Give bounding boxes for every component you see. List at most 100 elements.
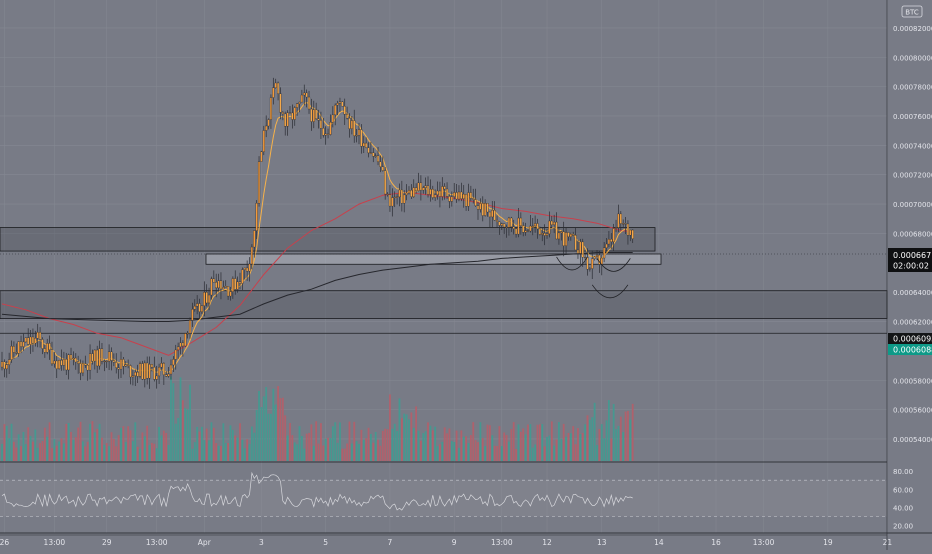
volume-bar <box>400 418 403 461</box>
volume-bar <box>58 441 61 461</box>
candle-body <box>41 339 44 349</box>
candle-body <box>67 354 70 371</box>
volume-bar <box>32 441 34 461</box>
volume-bar <box>186 409 189 461</box>
volume-bar <box>5 425 8 461</box>
candle-body <box>598 254 601 265</box>
candle-body <box>277 82 280 94</box>
volume-bar <box>281 397 284 461</box>
volume-bar <box>386 429 389 461</box>
candle-body <box>426 185 430 195</box>
volume-bar <box>377 439 379 461</box>
candle-body <box>438 190 441 197</box>
price-zone[interactable] <box>0 227 656 252</box>
candle-body <box>326 133 330 135</box>
candle-body <box>117 367 120 370</box>
candle-body <box>262 130 265 152</box>
volume-bar <box>631 403 634 461</box>
volume-bar <box>441 441 444 461</box>
candle-body <box>569 234 572 237</box>
volume-bar <box>484 446 487 461</box>
candle-body <box>122 359 125 367</box>
candle-body <box>34 338 37 344</box>
candle-body <box>336 103 339 106</box>
candlesticks <box>0 77 634 389</box>
candle-body <box>369 152 372 154</box>
volume-bar <box>208 440 210 461</box>
volume-bar <box>155 448 158 461</box>
candle-body <box>312 109 315 122</box>
candle-body <box>474 199 477 206</box>
volume-bar <box>60 438 63 461</box>
candle-body <box>419 182 422 191</box>
volume-bar <box>341 448 344 461</box>
candle-body <box>500 223 503 226</box>
candle-body <box>538 228 541 235</box>
time-tick-label: Apr <box>198 538 212 547</box>
candle-body <box>564 232 568 246</box>
candle-body <box>124 364 127 367</box>
time-tick-label: 12 <box>542 538 552 547</box>
volume-bar <box>224 442 227 461</box>
candle-body <box>391 197 394 207</box>
volume-bar <box>3 424 6 461</box>
pattern-arc <box>556 256 588 271</box>
candle-body <box>79 363 82 374</box>
support-resistance-zones[interactable] <box>0 227 888 334</box>
candle-body <box>150 364 154 368</box>
candle-body <box>467 192 470 207</box>
price-zone[interactable] <box>0 290 888 319</box>
volume-bar <box>260 407 263 461</box>
ma-red-line <box>1 191 633 356</box>
volume-bar <box>481 438 484 461</box>
volume-bar <box>243 448 246 461</box>
ma-dark-line <box>1 252 633 322</box>
volume-bar <box>588 419 591 461</box>
price-tick-label: 0.00074000 <box>893 142 932 150</box>
candle-body <box>581 241 584 258</box>
volume-bar <box>139 448 141 461</box>
volume-bar <box>141 432 144 461</box>
candle-body <box>417 182 420 191</box>
volume-bar <box>522 428 525 461</box>
volume-bar <box>555 439 558 461</box>
candle-body <box>329 122 332 135</box>
rsi-tick-label: 20.00 <box>893 523 913 531</box>
volume-bar <box>546 436 548 461</box>
moving-averages <box>1 101 633 374</box>
volume-bar <box>624 411 627 461</box>
volume-bar <box>381 430 384 461</box>
volume-bar <box>569 433 572 461</box>
candle-body <box>381 166 384 171</box>
volume-bar <box>103 444 106 461</box>
candle-body <box>631 229 634 239</box>
candle-body <box>231 278 234 292</box>
candle-body <box>588 268 591 270</box>
volume-bar <box>415 406 418 461</box>
volume-bar <box>372 442 375 461</box>
time-tick-label: 9 <box>452 538 457 547</box>
volume-bar <box>70 431 72 461</box>
candle-body <box>488 211 491 218</box>
volume-bar <box>374 432 377 461</box>
candle-body <box>72 357 75 360</box>
volume-bar <box>127 426 130 461</box>
candle-body <box>129 365 132 378</box>
candle-body <box>98 348 101 367</box>
candle-body <box>393 196 396 198</box>
volume-bar <box>393 423 396 461</box>
candle-body <box>169 364 173 375</box>
candle-body <box>253 230 256 248</box>
instrument-badge[interactable]: BTC <box>905 9 919 17</box>
candle-body <box>93 349 96 362</box>
candle-body <box>472 198 475 200</box>
volume-bar <box>362 439 365 461</box>
candle-body <box>338 101 342 104</box>
instrument-badge-frame[interactable] <box>901 5 923 18</box>
volume-bar <box>262 396 265 461</box>
price-tick-label: 0.00068000 <box>893 230 932 238</box>
volume-bar <box>455 430 458 461</box>
candle-body <box>384 170 387 195</box>
